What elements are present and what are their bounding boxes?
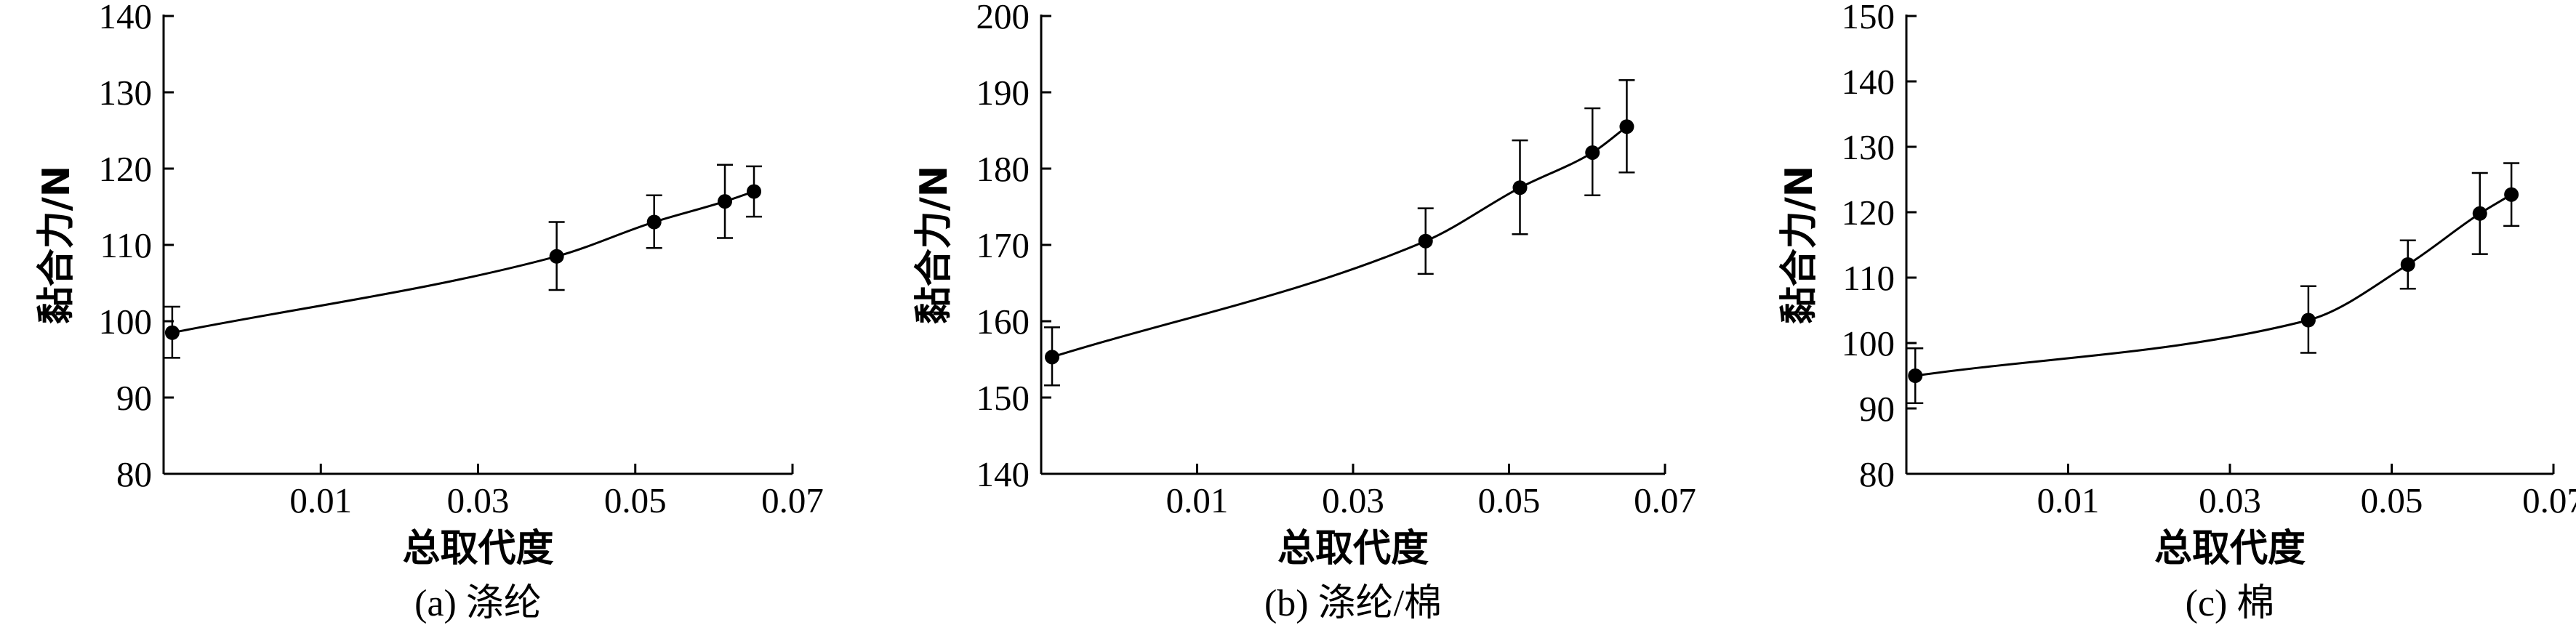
chart-panel-b: 140 150 160 170 180 190 200 0.01 0.03 0.05 0.07 总取代…	[912, 0, 1696, 624]
y-tick-label: 110	[100, 225, 152, 265]
y-axis-title: 黏合力/N	[912, 166, 956, 325]
y-tick-label: 190	[976, 73, 1030, 113]
data-point	[1619, 119, 1634, 134]
y-tick-label: 200	[976, 0, 1030, 36]
x-tick-label: 0.05	[1478, 480, 1541, 520]
y-tick-label: 120	[1842, 193, 1895, 233]
data-point	[549, 249, 564, 264]
x-tick-label: 0.05	[604, 480, 667, 520]
panel-caption: (a) 涤纶	[414, 583, 542, 624]
data-point	[1585, 145, 1600, 160]
data-point	[2300, 313, 2316, 328]
chart-panel-a: 80 90 100 110 120 130 140 0.01 0.03 0.05 0.07 总取代度 黏…	[35, 0, 824, 624]
series-line	[1914, 193, 2512, 377]
data-point	[747, 184, 762, 199]
x-tick-label: 0.03	[1322, 480, 1384, 520]
x-tick-label: 0.01	[2037, 480, 2100, 520]
x-tick-label: 0.07	[2522, 480, 2576, 520]
y-tick-label: 110	[1842, 258, 1895, 298]
y-tick-label: 90	[116, 378, 152, 418]
data-point	[2504, 187, 2519, 202]
series-line	[172, 190, 755, 334]
data-point	[1512, 180, 1528, 195]
data-point	[164, 325, 180, 340]
panel-caption: (b) 涤纶/棉	[1264, 583, 1442, 624]
data-point	[718, 194, 733, 209]
x-axis-title: 总取代度	[1277, 527, 1429, 570]
data-point	[2472, 206, 2487, 221]
y-axis-title: 黏合力/N	[35, 166, 79, 325]
data-point	[646, 214, 662, 230]
y-tick-label: 130	[1842, 127, 1895, 167]
panel-caption: (c) 棉	[2186, 583, 2275, 624]
y-tick-label: 90	[1859, 389, 1895, 429]
y-tick-label: 150	[976, 378, 1030, 418]
data-point	[1418, 233, 1433, 249]
y-tick-label: 80	[116, 454, 152, 494]
y-tick-label: 120	[99, 149, 153, 189]
data-point	[2400, 257, 2415, 272]
y-tick-label: 140	[99, 0, 153, 36]
x-tick-label: 0.03	[447, 480, 510, 520]
chart-panel-c: 80 90 100 110 120 130 140 150 0.01 0.03 0.05 0.07 总取…	[1778, 0, 2576, 624]
x-tick-label: 0.01	[1166, 480, 1229, 520]
y-tick-label: 140	[1842, 62, 1895, 102]
x-tick-label: 0.07	[761, 480, 824, 520]
data-point	[1045, 350, 1060, 365]
y-tick-label: 180	[976, 149, 1030, 189]
x-tick-label: 0.05	[2361, 480, 2423, 520]
y-tick-label: 160	[976, 302, 1030, 342]
series-line	[1051, 126, 1628, 358]
x-axis-title: 总取代度	[2154, 527, 2306, 570]
y-axis-title: 黏合力/N	[1778, 166, 1821, 325]
y-tick-label: 130	[99, 73, 153, 113]
x-tick-label: 0.07	[1634, 480, 1696, 520]
y-tick-label: 170	[976, 225, 1030, 265]
data-point	[1908, 368, 1923, 383]
x-axis-title: 总取代度	[402, 527, 553, 570]
x-tick-label: 0.03	[2199, 480, 2261, 520]
x-tick-label: 0.01	[289, 480, 352, 520]
y-tick-label: 140	[976, 454, 1030, 494]
y-tick-label: 80	[1859, 454, 1895, 494]
y-tick-label: 150	[1842, 0, 1895, 36]
y-tick-label: 100	[99, 302, 153, 342]
y-tick-label: 100	[1842, 323, 1895, 363]
